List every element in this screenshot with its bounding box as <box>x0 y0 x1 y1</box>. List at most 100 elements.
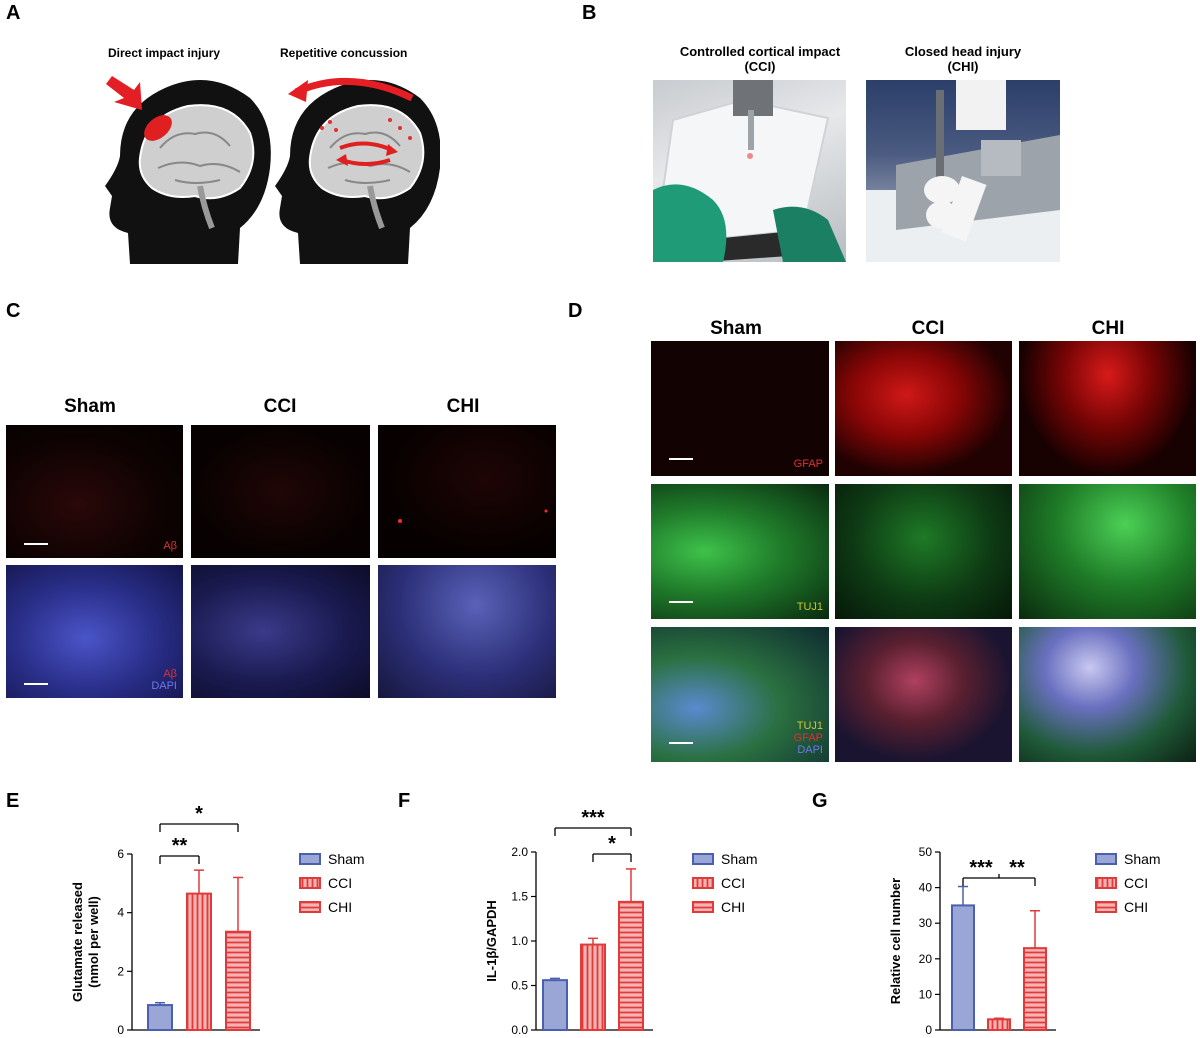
panel-b-left-title-line2: (CCI) <box>744 59 776 74</box>
y-axis-label: Glutamate released <box>70 882 85 1002</box>
bar-cci <box>186 892 212 1031</box>
legend-swatch-sham <box>1095 853 1117 865</box>
y-tick-label: 2.0 <box>511 845 528 859</box>
y-tick-label: 40 <box>919 881 933 895</box>
y-tick-label: 20 <box>919 952 933 966</box>
panel-c-letter: C <box>6 300 21 322</box>
legend-label-chi: CHI <box>721 899 745 915</box>
chi-photo <box>866 80 1060 262</box>
d-cci-merge-image <box>835 627 1012 762</box>
c-sham-merge-labels: Aβ DAPI <box>151 668 177 692</box>
y-axis-label: (nmol per well) <box>86 896 101 988</box>
bar-cci <box>987 1018 1011 1032</box>
c-merge-dapi-label: DAPI <box>151 680 177 692</box>
scale-bar <box>24 543 48 545</box>
legend-label-cci: CCI <box>1124 875 1148 891</box>
bar-sham <box>542 979 568 1032</box>
panel-d-col-sham: Sham <box>710 318 762 339</box>
y-tick-label: 6 <box>117 847 124 861</box>
d-sham-merge-labels: TUJ1 GFAP DAPI <box>794 720 823 756</box>
bar-chi <box>1023 947 1047 1031</box>
panel-b-right-title-line1: Closed head injury <box>904 44 1022 59</box>
legend-swatch-chi <box>299 901 321 913</box>
c-chi-merge-image <box>378 565 556 698</box>
legend-swatch-sham <box>299 853 321 865</box>
d-sham-tuj1-image: TUJ1 <box>651 484 829 619</box>
c-merge-abeta-label: Aβ <box>163 668 177 680</box>
bar-chi <box>225 930 251 1032</box>
d-chi-merge-image <box>1019 627 1196 762</box>
panel-f-letter: F <box>398 790 411 812</box>
panel-c-col-chi: CHI <box>446 396 480 417</box>
panel-b-left-title-line1: Controlled cortical impact <box>679 44 841 59</box>
y-tick-label: 30 <box>919 916 933 930</box>
d-merge-dapi-label: DAPI <box>797 744 823 756</box>
legend-label-chi: CHI <box>1124 899 1148 915</box>
d-merge-gfap-label: GFAP <box>793 732 823 744</box>
bar-sham <box>951 904 975 1031</box>
sig-label: ** <box>172 835 188 857</box>
impact-arrow-icon <box>106 76 142 110</box>
d-sham-tuj1-label: TUJ1 <box>796 601 823 613</box>
cci-photo <box>653 80 846 262</box>
panel-c-col-sham: Sham <box>64 396 116 417</box>
sig-label: * <box>195 803 203 825</box>
panel-b-letter: B <box>582 2 597 24</box>
panel-d-col-cci: CCI <box>911 318 945 339</box>
y-tick-label: 4 <box>117 906 124 920</box>
panel-a-left-title: Direct impact injury <box>108 46 221 60</box>
y-tick-label: 0 <box>925 1023 932 1037</box>
legend-label-sham: Sham <box>721 851 758 867</box>
panel-b-right-title: Closed head injury (CHI) <box>868 44 1058 74</box>
y-tick-label: 0.0 <box>511 1023 528 1037</box>
panel-a-right-title: Repetitive concussion <box>280 46 408 60</box>
legend-label-chi: CHI <box>328 899 352 915</box>
scale-bar <box>669 458 693 460</box>
sig-label: ** <box>1009 857 1025 879</box>
sig-label: * <box>608 833 616 855</box>
scale-bar <box>669 601 693 603</box>
y-axis-label: Relative cell number <box>888 878 903 1004</box>
panel-b-right-title-line2: (CHI) <box>947 59 979 74</box>
y-tick-label: 1.0 <box>511 934 528 948</box>
legend-swatch-chi <box>1095 901 1117 913</box>
y-tick-label: 2 <box>117 964 124 978</box>
sig-label: *** <box>969 857 993 879</box>
legend-swatch-sham <box>692 853 714 865</box>
panel-c-col-cci: CCI <box>263 396 297 417</box>
panel-a-letter: A <box>6 2 21 24</box>
c-cci-abeta-image <box>191 425 370 558</box>
y-tick-label: 10 <box>919 987 933 1001</box>
panel-d-col-chi: CHI <box>1091 318 1125 339</box>
legend-label-cci: CCI <box>328 875 352 891</box>
c-sham-abeta-label: Aβ <box>163 540 177 552</box>
y-tick-label: 0 <box>117 1023 124 1037</box>
c-sham-merge-image: Aβ DAPI <box>6 565 183 698</box>
swing-arrow-icon <box>294 77 414 102</box>
c-cci-merge-image <box>191 565 370 698</box>
c-sham-abeta-image: Aβ <box>6 425 183 558</box>
y-axis-label: IL-1β/GAPDH <box>484 900 499 982</box>
bar-chi <box>618 900 644 1031</box>
bar-sham <box>147 1004 173 1031</box>
legend-swatch-cci <box>299 877 321 889</box>
head-repetitive-concussion <box>275 80 440 264</box>
panel-d-letter: D <box>568 300 583 322</box>
d-sham-merge-image: TUJ1 GFAP DAPI <box>651 627 829 762</box>
head-illustrations <box>105 76 440 264</box>
panel-e-letter: E <box>6 790 20 812</box>
legend-label-sham: Sham <box>328 851 365 867</box>
d-cci-gfap-image <box>835 341 1012 476</box>
d-sham-gfap-image: GFAP <box>651 341 829 476</box>
panel-b-left-title: Controlled cortical impact (CCI) <box>655 44 865 74</box>
d-chi-gfap-image <box>1019 341 1196 476</box>
y-tick-label: 1.5 <box>511 890 528 904</box>
sig-label: *** <box>581 807 605 829</box>
d-cci-tuj1-image <box>835 484 1012 619</box>
legend-swatch-chi <box>692 901 714 913</box>
legend-label-sham: Sham <box>1124 851 1161 867</box>
scale-bar <box>24 683 48 685</box>
legend-swatch-cci <box>1095 877 1117 889</box>
